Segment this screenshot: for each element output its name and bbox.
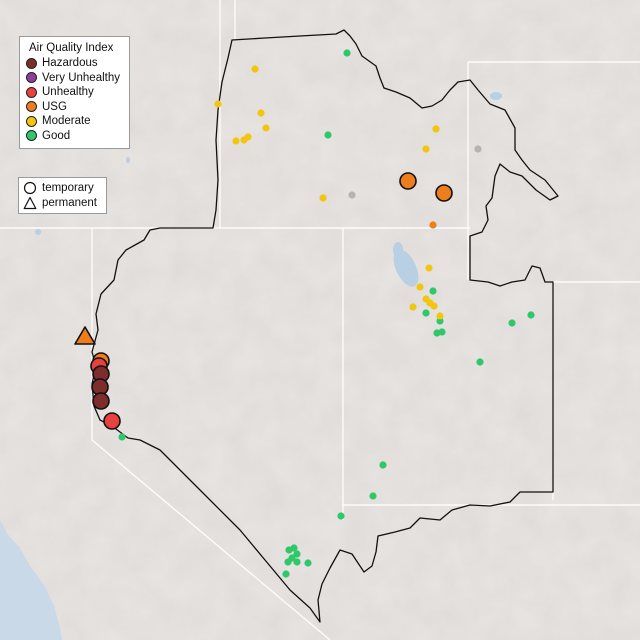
good-monitor [508,319,516,327]
moderate-monitor [214,100,222,108]
legend-swatch [26,130,37,142]
region-boundary [91,29,559,623]
good-monitor [422,309,430,317]
temporary-monitors[interactable] [90,172,453,430]
legend-item-unhealthy: Unhealthy [26,85,129,100]
moderate-monitor [257,109,265,117]
legend-item-moderate: Moderate [26,114,129,129]
usg-temporary-monitor [399,172,417,190]
moderate-monitor [430,302,438,310]
good-monitor [284,558,292,566]
legend-label-permanent: permanent [42,196,97,209]
pacific-ocean [0,520,62,640]
monitor-type-legend: temporary permanent [18,177,107,214]
no-data-markers [348,145,482,199]
legend-swatch [26,101,37,113]
no-data-monitor [474,145,482,153]
legend-label: Moderate [42,115,91,128]
moderate-monitor [422,145,430,153]
good-monitor [476,358,484,366]
no-data-monitor [348,191,356,199]
legend-item-usg: USG [26,100,129,115]
moderate-monitor [409,303,417,311]
legend-item-good: Good [26,129,129,144]
good-monitor [429,287,437,295]
good-monitor [304,559,312,567]
aqi-legend: Air Quality Index Hazardous Very Unhealth… [19,36,130,149]
moderate-monitor [416,283,424,291]
good-monitor [290,544,298,552]
good-monitor [343,49,351,57]
legend-label: Very Unhealthy [42,71,120,84]
usg-temporary-monitor [435,184,453,202]
good-monitor [324,131,332,139]
triangle-icon [23,196,37,209]
legend-swatch [26,57,37,69]
good-monitor [118,433,126,441]
good-monitor [337,512,345,520]
moderate-markers [214,65,444,320]
legend-swatch [26,72,37,84]
legend-label: Unhealthy [42,86,94,99]
legend-label: Good [42,129,71,142]
legend-label-temporary: temporary [42,182,94,195]
good-monitor [282,570,290,578]
aqi-legend-title: Air Quality Index [29,42,114,54]
legend-label: USG [42,100,67,113]
legend-item-temporary: temporary [23,181,106,196]
moderate-monitor [425,264,433,272]
good-markers [118,49,535,578]
good-monitor [436,317,444,325]
usg-monitor-small [429,221,437,229]
good-monitor [379,461,387,469]
legend-item-permanent: permanent [23,196,106,211]
legend-item-very-unhealthy: Very Unhealthy [26,71,129,86]
circle-icon [23,182,37,195]
usg-permanent-monitor[interactable] [74,326,96,345]
moderate-monitor [436,312,444,320]
moderate-monitor [262,124,270,132]
moderate-monitor [432,125,440,133]
legend-item-hazardous: Hazardous [26,56,129,71]
moderate-monitor [232,137,240,145]
unhealthy-temporary-monitor [103,412,121,430]
moderate-monitor [244,133,252,141]
moderate-monitor [251,65,259,73]
legend-swatch [26,86,37,98]
moderate-monitor [319,194,327,202]
good-monitor [293,558,301,566]
good-monitor [438,328,446,336]
legend-swatch [26,115,37,127]
good-monitor [293,550,301,558]
good-monitor [527,311,535,319]
good-monitor [369,492,377,500]
legend-label: Hazardous [42,57,98,70]
hazardous-temporary-monitor [92,392,110,410]
